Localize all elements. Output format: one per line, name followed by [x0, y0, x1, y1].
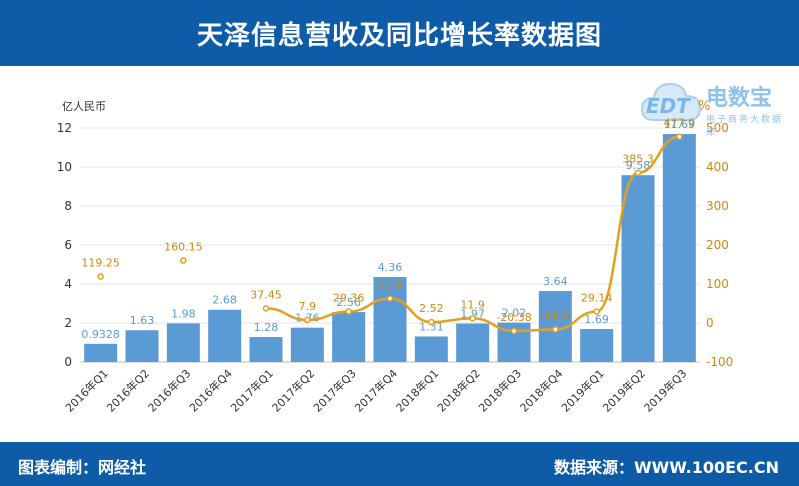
line-point — [345, 308, 352, 315]
footer-bar: 图表编制：网经社 数据来源：WWW.100EC.CN — [0, 442, 799, 486]
bar — [414, 336, 448, 362]
bar-data-label: 1.63 — [130, 314, 155, 327]
x-tick-label: 2016年Q1 — [62, 366, 111, 415]
line-data-label: 119.25 — [81, 256, 120, 269]
bar — [84, 343, 118, 362]
bar — [332, 312, 366, 362]
bar-data-label: 0.9328 — [81, 328, 120, 341]
chart-title: 天泽信息营收及同比增长率数据图 — [196, 20, 602, 51]
x-tick-label: 2016年Q4 — [186, 366, 235, 415]
bar — [373, 276, 407, 362]
bar-data-label: 1.28 — [254, 321, 279, 334]
bar — [662, 134, 696, 362]
y-tick-label: 8 — [64, 199, 72, 213]
bar — [208, 309, 242, 362]
line-data-label: 7.9 — [299, 300, 317, 313]
bar-data-label: 11.69 — [664, 118, 696, 131]
bar-data-label: 1.69 — [584, 313, 609, 326]
bar — [621, 175, 655, 362]
line-point — [97, 273, 104, 280]
line-data-label: 2.52 — [419, 302, 444, 315]
line-point — [469, 315, 476, 322]
y2-axis-label: % — [698, 99, 710, 114]
line-data-label: 385.3 — [622, 153, 654, 166]
logo-mark: EDT — [646, 94, 690, 118]
bar — [456, 323, 490, 362]
footer-source: 数据来源：WWW.100EC.CN — [553, 458, 779, 477]
footer-credit: 图表编制：网经社 — [18, 458, 147, 477]
bar-data-label: 1.31 — [419, 320, 444, 333]
chart-area: 0 2 4 6 8 10 12 -100 0 100 200 300 400 500 亿人民币% 0.9328… — [0, 66, 799, 442]
line-point — [676, 133, 683, 140]
y-tick-label: 0 — [64, 355, 72, 369]
line-point — [552, 326, 559, 333]
x-tick-label: 2017年Q3 — [310, 366, 359, 415]
x-tick-label: 2018年Q1 — [393, 366, 442, 415]
line-data-label: -20.38 — [496, 311, 531, 324]
x-tick-label: 2019年Q2 — [600, 366, 649, 415]
line-data-label: 62.8 — [378, 279, 403, 292]
growth-line — [265, 135, 680, 333]
bar — [125, 330, 159, 362]
line-data-label: -16.5 — [541, 309, 569, 322]
line-data-label: 477.9 — [664, 117, 696, 130]
bar — [580, 329, 614, 362]
y2-tick-label: 0 — [706, 316, 714, 330]
line-data-label: 37.45 — [250, 288, 282, 301]
x-tick-label: 2017年Q1 — [228, 366, 277, 415]
y-tick-label: 2 — [64, 316, 72, 330]
line-point — [634, 169, 642, 176]
cloud-icon — [640, 82, 702, 121]
x-tick-label: 2019年Q3 — [641, 366, 690, 415]
x-tick-label: 2019年Q1 — [558, 366, 607, 415]
bar — [249, 337, 283, 362]
y2-tick-label: 100 — [706, 277, 729, 291]
line-point — [180, 257, 187, 264]
line-point — [510, 327, 518, 335]
x-tick-label: 2018年Q2 — [434, 366, 483, 415]
logo-brand: 电数宝 — [706, 86, 773, 111]
x-tick-label: 2018年Q4 — [517, 366, 566, 415]
bar-data-label: 2.02 — [502, 307, 527, 320]
line-data-label: 29.36 — [333, 292, 365, 305]
bar-data-label: 2.56 — [336, 296, 361, 309]
y-tick-label: 12 — [57, 121, 72, 135]
x-tick-label: 2017年Q4 — [352, 366, 401, 415]
bar-data-label: 9.58 — [626, 159, 651, 172]
y-axis-label: 亿人民币 — [62, 100, 106, 113]
bar-data-label: 2.68 — [212, 294, 237, 307]
bar — [166, 323, 200, 362]
line-point — [428, 318, 435, 326]
x-tick-label: 2016年Q2 — [104, 366, 153, 415]
bar — [290, 327, 324, 362]
x-tick-label: 2016年Q3 — [145, 366, 194, 415]
y2-tick-label: 300 — [706, 199, 729, 213]
y-tick-label: 6 — [64, 238, 72, 252]
header-bar: 天泽信息营收及同比增长率数据图 — [0, 0, 799, 66]
line-point — [304, 316, 311, 324]
y-tick-label: 10 — [57, 160, 72, 174]
line-data-label: 29.14 — [581, 292, 613, 305]
y2-tick-label: 200 — [706, 238, 729, 252]
line-data-label: 160.15 — [164, 241, 203, 254]
y2-tick-label: -100 — [706, 355, 733, 369]
bar-data-label: 3.64 — [543, 275, 568, 288]
bar-data-label: 4.36 — [378, 261, 403, 274]
revenue-growth-chart: 0 2 4 6 8 10 12 -100 0 100 200 300 400 500 亿人民币 % 0.9328… — [57, 99, 734, 415]
line-data-label: 11.9 — [460, 298, 485, 311]
y2-tick-label: 400 — [706, 160, 729, 174]
line-point — [262, 305, 270, 312]
bar-data-label: 1.98 — [171, 307, 196, 320]
line-point — [593, 308, 600, 315]
line-point — [386, 295, 394, 302]
y-tick-label: 4 — [64, 277, 72, 291]
logo: EDT 电数宝 电子商务大数据库 — [640, 74, 790, 138]
y2-tick-label: 500 — [706, 121, 729, 135]
x-tick-label: 2017年Q2 — [269, 366, 318, 415]
x-tick-label: 2018年Q3 — [476, 366, 525, 415]
logo-subtitle: 电子商务大数据库 — [706, 115, 784, 138]
